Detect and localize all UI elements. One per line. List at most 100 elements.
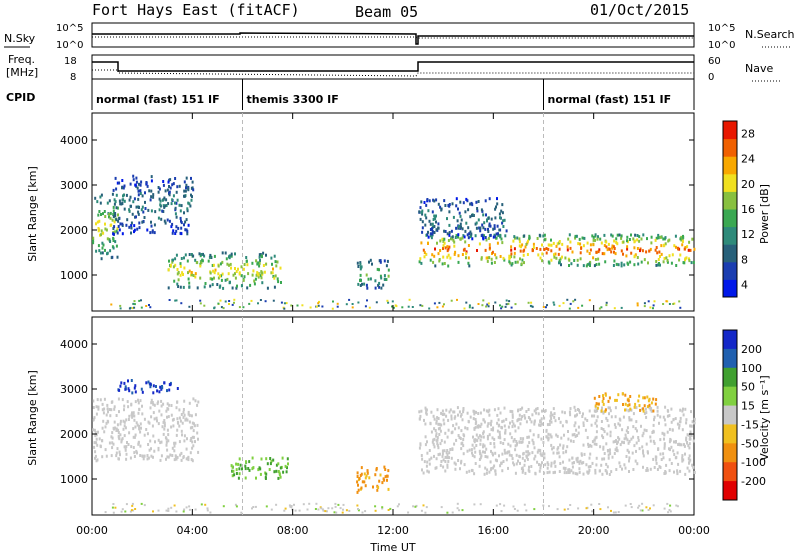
ground-scatter-cell [342,508,344,511]
data-cell [545,428,548,432]
data-cell [277,476,280,480]
data-cell [642,454,645,458]
data-cell [102,419,105,423]
data-cell [237,462,240,466]
data-cell [121,179,124,182]
data-cell [609,434,612,438]
data-cell [371,262,373,266]
data-cell [191,421,194,425]
data-cell [429,228,432,231]
data-cell [190,273,193,277]
data-cell [468,264,471,268]
data-cell [440,423,443,427]
data-cell [99,195,102,199]
data-cell [693,421,696,425]
data-cell [457,233,460,237]
data-cell [105,421,108,425]
ground-scatter-cell [336,302,339,305]
data-cell [191,180,194,184]
data-cell [501,203,504,207]
data-cell [479,442,482,446]
data-cell [116,447,119,451]
data-cell [505,458,508,462]
data-cell [286,466,288,470]
ground-scatter-cell [512,505,515,508]
data-cell [176,417,179,421]
data-cell [501,211,504,215]
data-cell [632,237,635,241]
data-cell [571,456,574,460]
data-cell [679,416,682,420]
data-cell [366,286,369,290]
data-cell [683,444,686,448]
ground-scatter-cell [636,302,639,305]
data-cell [596,415,599,419]
data-cell [280,281,282,284]
data-cell [554,252,557,256]
data-cell [187,186,190,190]
ground-scatter-cell [194,508,197,511]
data-cell [668,440,671,444]
ground-scatter-cell [391,300,394,303]
data-cell [546,471,549,475]
data-cell [462,452,465,456]
data-cell [663,446,666,450]
data-cell [469,202,472,206]
data-cell [184,418,187,422]
data-cell [177,421,180,425]
data-cell [635,449,637,453]
data-cell [193,422,195,426]
data-cell [99,251,102,255]
data-cell [135,205,138,209]
data-cell [103,397,106,401]
data-cell [453,240,456,244]
data-cell [439,205,442,209]
data-cell [488,243,491,247]
data-cell [615,468,618,471]
data-cell [187,277,190,281]
data-cell [480,454,483,458]
data-cell [121,398,124,402]
data-cell [640,424,642,428]
data-cell [659,466,662,469]
data-cell [604,260,607,264]
data-cell [244,467,247,471]
data-cell [255,259,258,263]
data-cell [170,404,173,407]
data-cell [562,451,565,455]
data-cell [511,425,514,429]
data-cell [655,461,658,465]
data-cell [486,259,489,263]
data-cell [597,250,600,254]
power-colorbar-frame [722,120,738,298]
data-cell [211,283,214,287]
data-cell [447,418,450,422]
data-cell [530,420,533,424]
data-cell [502,460,505,463]
data-cell [178,424,181,428]
power-colorbar-swatch [723,156,737,175]
data-cell [203,285,206,289]
ground-scatter-cell [233,298,236,301]
data-cell [689,458,692,462]
data-cell [582,461,585,465]
data-cell [169,263,172,267]
data-cell [234,252,236,256]
data-cell [533,457,536,461]
data-cell [158,197,161,201]
data-cell [264,475,267,479]
data-cell [132,178,135,182]
data-cell [576,263,579,267]
data-cell [528,452,531,456]
data-cell [437,453,440,457]
data-cell [132,414,134,418]
data-cell [603,233,606,237]
data-cell [125,452,128,456]
ground-scatter-cell [265,505,268,508]
data-cell [511,410,514,414]
ground-scatter-cell [165,509,168,512]
data-cell [160,454,163,458]
data-cell [445,408,448,412]
ground-scatter-cell [270,508,273,511]
data-cell [595,430,598,434]
